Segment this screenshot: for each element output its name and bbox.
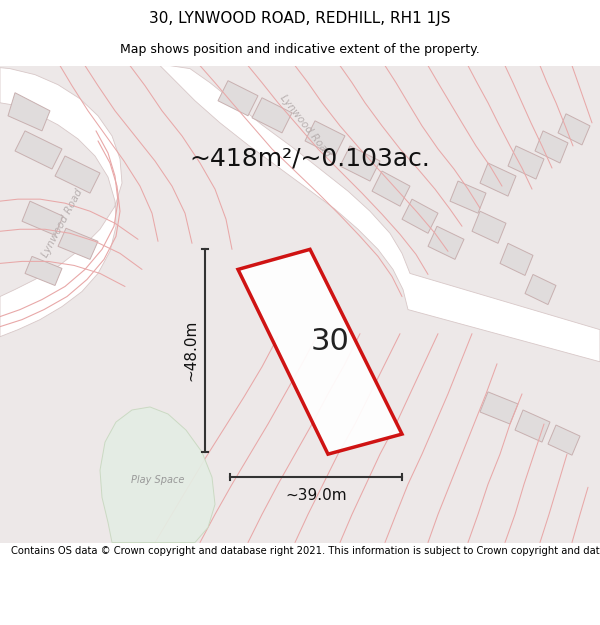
Text: Contains OS data © Crown copyright and database right 2021. This information is : Contains OS data © Crown copyright and d…: [11, 546, 600, 556]
Polygon shape: [160, 66, 600, 362]
Polygon shape: [480, 392, 518, 424]
Text: Lynwood Road: Lynwood Road: [278, 93, 332, 159]
Polygon shape: [25, 256, 62, 286]
Polygon shape: [450, 181, 486, 213]
Polygon shape: [500, 243, 533, 276]
Polygon shape: [0, 66, 600, 542]
Polygon shape: [480, 163, 516, 196]
Polygon shape: [8, 92, 50, 131]
Text: ~418m²/~0.103ac.: ~418m²/~0.103ac.: [190, 147, 430, 171]
Polygon shape: [372, 171, 410, 206]
Polygon shape: [58, 228, 98, 259]
Polygon shape: [515, 410, 550, 442]
Text: ~39.0m: ~39.0m: [285, 488, 347, 503]
Polygon shape: [100, 407, 215, 542]
Polygon shape: [218, 81, 258, 116]
Polygon shape: [238, 249, 402, 454]
Polygon shape: [252, 98, 292, 133]
Polygon shape: [558, 114, 590, 145]
Polygon shape: [55, 156, 100, 193]
Polygon shape: [15, 131, 62, 169]
Polygon shape: [0, 68, 122, 337]
Text: Map shows position and indicative extent of the property.: Map shows position and indicative extent…: [120, 42, 480, 56]
Polygon shape: [472, 211, 506, 243]
Polygon shape: [525, 274, 556, 304]
Text: 30: 30: [311, 328, 349, 356]
Text: Lynwood Road: Lynwood Road: [40, 188, 84, 259]
Text: 30, LYNWOOD ROAD, REDHILL, RH1 1JS: 30, LYNWOOD ROAD, REDHILL, RH1 1JS: [149, 11, 451, 26]
Polygon shape: [340, 146, 380, 181]
Polygon shape: [548, 425, 580, 455]
Polygon shape: [305, 121, 345, 156]
Text: Play Space: Play Space: [131, 475, 185, 485]
Polygon shape: [428, 226, 464, 259]
Polygon shape: [22, 201, 63, 235]
Polygon shape: [508, 146, 544, 179]
Text: ~48.0m: ~48.0m: [184, 320, 199, 381]
Polygon shape: [535, 131, 568, 163]
Polygon shape: [402, 199, 438, 233]
